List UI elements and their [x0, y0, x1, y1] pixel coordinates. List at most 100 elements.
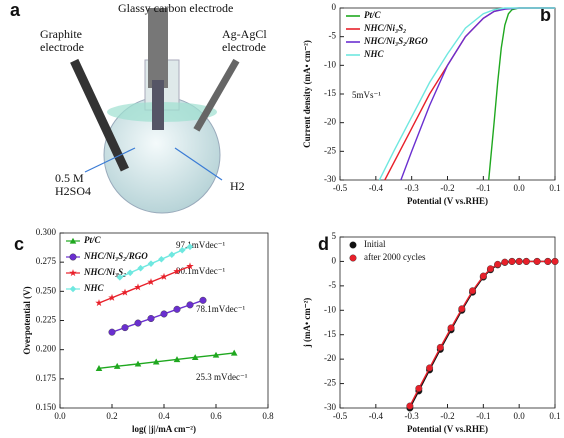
y-tick-label: 0 [332, 255, 337, 265]
data-point [95, 365, 103, 371]
data-point [95, 299, 103, 307]
data-point [160, 272, 168, 280]
data-point [199, 296, 207, 304]
data-point [173, 356, 181, 363]
y-axis-title: Overpotential (V) [22, 286, 32, 354]
data-point [501, 258, 509, 266]
data-point [147, 315, 155, 323]
glassy-carbon-electrode [148, 8, 168, 88]
data-point [447, 324, 455, 332]
data-point [137, 264, 144, 272]
y-tick-label: 0.250 [36, 285, 57, 295]
x-tick-label: 0.1 [549, 411, 560, 421]
data-point [487, 265, 495, 273]
data-point [160, 310, 168, 318]
x-tick-label: -0.3 [405, 411, 420, 421]
y-axis-title: j (mA• cm⁻²) [302, 298, 312, 349]
y-tick-label: -20 [324, 117, 336, 127]
data-point [508, 257, 516, 265]
x-tick-label: -0.3 [405, 183, 420, 193]
label: 0.5 M H2SO4 [55, 171, 92, 198]
legend-label: NHC [83, 283, 105, 293]
data-point [544, 257, 552, 265]
data-point [134, 283, 142, 291]
legend-marker [349, 241, 357, 249]
data-point [186, 243, 194, 251]
x-tick-label: -0.5 [333, 183, 348, 193]
annotation: 78.1mVdec⁻¹ [196, 304, 245, 314]
legend-label: NHC [363, 49, 385, 59]
data-point [168, 251, 176, 258]
data-point [121, 288, 129, 296]
series-line [409, 260, 555, 409]
x-tick-label: 0.0 [514, 183, 526, 193]
annotation: 25.3 mVdec⁻¹ [196, 372, 248, 382]
data-point [121, 324, 129, 332]
y-tick-label: 0.150 [36, 402, 57, 412]
x-tick-label: 0.4 [158, 411, 170, 421]
legend-label: Initial [364, 239, 386, 249]
x-axis-title: Potential (V vs.RHE) [407, 196, 488, 206]
pointer [84, 147, 136, 173]
data-point [152, 358, 160, 365]
legend-label: NHC/Ni₃S₂ [83, 267, 126, 277]
annotation: 97.1mVdec⁻¹ [176, 240, 225, 250]
y-tick-label: -5 [329, 280, 337, 290]
legend-marker [69, 285, 77, 293]
x-tick-label: 0.6 [210, 411, 222, 421]
y-tick-label: -25 [324, 145, 336, 155]
legend-label: NHC/Ni₃S₂/RGO [83, 251, 148, 261]
legend-label: Pt/C [364, 10, 381, 20]
y-tick-label: 0.275 [36, 256, 57, 266]
data-point [533, 257, 541, 265]
data-point [134, 319, 142, 327]
data-point [147, 260, 155, 267]
reference-electrode [193, 58, 240, 132]
data-point [436, 343, 444, 351]
x-tick-label: 0.1 [549, 183, 560, 193]
data-point [469, 287, 477, 295]
x-tick-label: 0.2 [106, 411, 117, 421]
data-point [212, 351, 220, 358]
x-tick-label: 0.0 [54, 411, 66, 421]
legend-label: NHC/Ni₃S₂/RGO [363, 36, 428, 46]
data-point [158, 255, 165, 263]
data-point [191, 354, 199, 361]
data-point [494, 260, 502, 268]
x-axis-title: log( |j|/mA cm⁻²) [132, 424, 196, 434]
y-tick-label: -30 [324, 174, 336, 184]
label: Ag-AgCl electrode [222, 27, 267, 54]
x-tick-label: -0.4 [369, 411, 384, 421]
y-tick-label: 0.200 [36, 344, 57, 354]
data-point [108, 328, 116, 336]
legend-marker [349, 254, 357, 262]
y-tick-label: -30 [324, 402, 336, 412]
x-tick-label: -0.2 [440, 411, 454, 421]
data-point [515, 257, 523, 265]
electrode-tip [152, 80, 164, 130]
x-tick-label: 0.0 [514, 411, 526, 421]
y-tick-label: 5 [332, 231, 337, 241]
data-point [178, 246, 186, 254]
x-tick-label: -0.1 [476, 411, 490, 421]
y-tick-label: 0.175 [36, 373, 57, 383]
legend-marker [69, 253, 77, 261]
panel-label: a [10, 0, 21, 20]
data-point [479, 272, 487, 280]
label: Glassy carbon electrode [118, 1, 234, 15]
series-line [488, 7, 555, 181]
annotation: 90.1mVdec⁻¹ [176, 266, 225, 276]
series-line [378, 7, 555, 181]
panel-label: c [14, 234, 24, 254]
data-point [186, 301, 194, 309]
y-tick-label: -5 [329, 31, 337, 41]
y-tick-label: -15 [324, 329, 336, 339]
x-tick-label: -0.4 [369, 183, 384, 193]
legend-marker [69, 237, 77, 244]
y-tick-label: -25 [324, 378, 336, 388]
y-axis-title: Current density (mA• cm⁻²) [302, 40, 312, 148]
panel-label: d [318, 234, 329, 254]
x-tick-label: 0.8 [262, 411, 274, 421]
legend-marker [69, 269, 77, 277]
